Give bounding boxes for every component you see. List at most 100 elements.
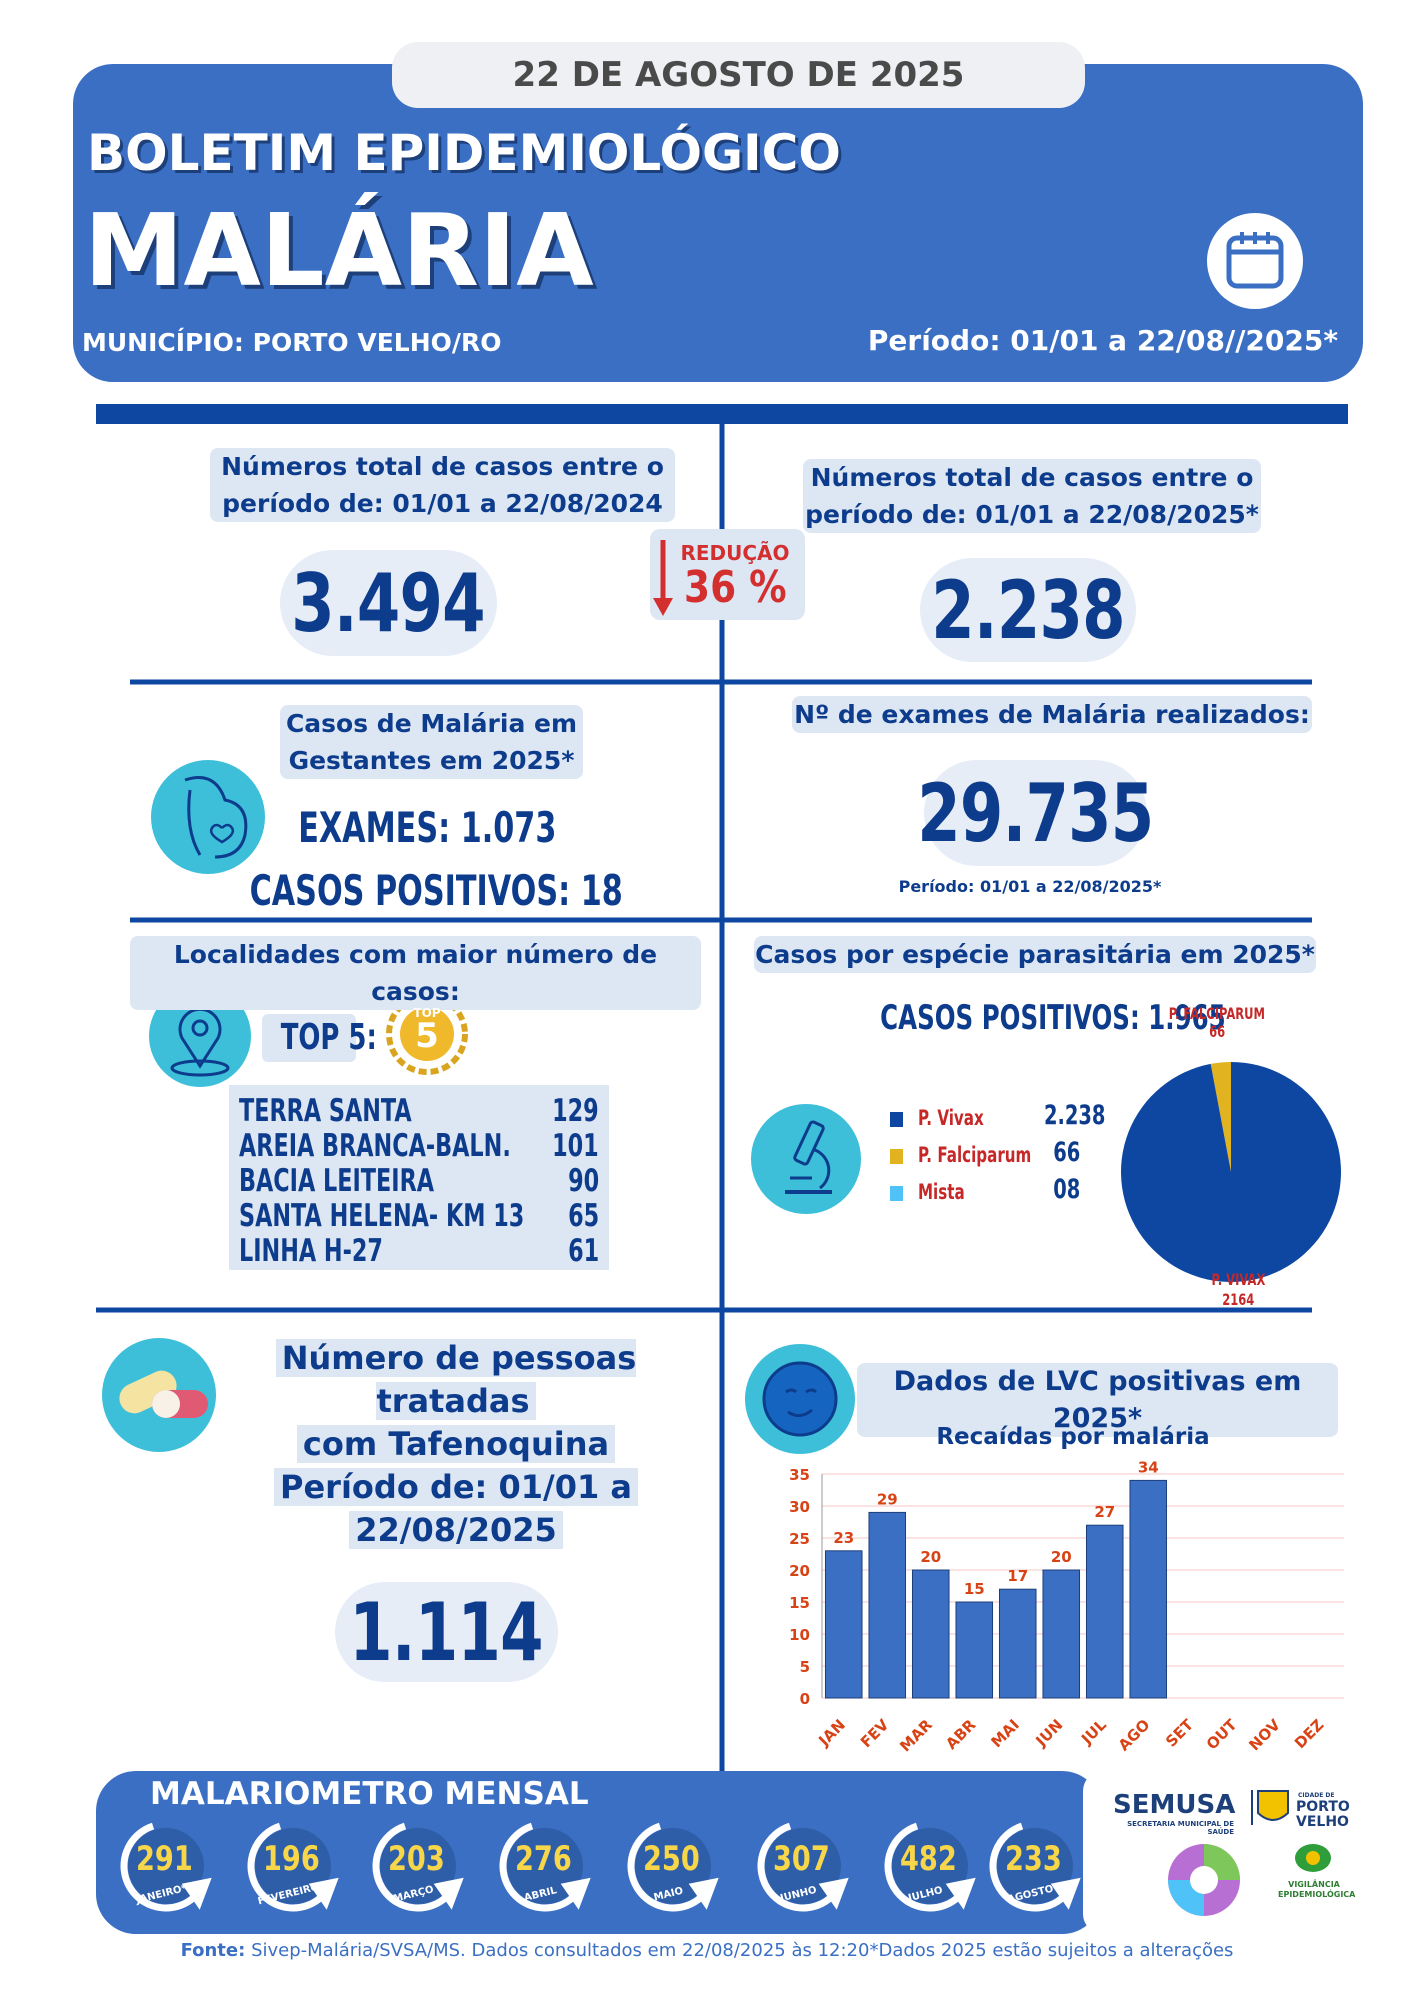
locality-value: 129	[534, 1093, 599, 1129]
top-label: TOP 5:	[262, 1014, 377, 1062]
value-pill: 3.494	[280, 550, 497, 656]
pregnant-exams-text: EXAMES: 1.073	[297, 803, 557, 852]
pregnant-positive: CASOS POSITIVOS: 18	[177, 866, 677, 915]
localities-table: TERRA SANTA 129 AREIA BRANCA-BALN. 101 BACIA…	[229, 1085, 609, 1270]
pregnant-icon	[151, 760, 265, 874]
data-label: 15	[964, 1580, 985, 1598]
label-box: Nº de exames de Malária realizados:	[792, 696, 1312, 733]
legend-swatch	[890, 1186, 903, 1201]
x-tick-label: ABR	[942, 1715, 980, 1753]
y-tick-label: 0	[800, 1690, 810, 1708]
month-value: 482	[900, 1839, 957, 1879]
species-legend: P. Vivax 2.238 P. Falciparum 66 Mista 08	[884, 1100, 1124, 1220]
reduction-box	[650, 529, 805, 620]
gauge-arrow	[560, 1877, 591, 1910]
gauge-ring	[120, 1822, 199, 1912]
gauge-arrow	[181, 1877, 212, 1910]
value-pill: 2.238	[920, 558, 1136, 662]
y-tick-label: 15	[789, 1594, 810, 1612]
locality-value-text: 61	[567, 1233, 599, 1269]
gauge-arrow	[433, 1877, 464, 1910]
y-tick-label: 30	[789, 1498, 810, 1516]
locality-value: 101	[534, 1128, 599, 1164]
period: Período: 01/01 a 22/08//2025*	[867, 324, 1338, 357]
gauge-arrow	[688, 1877, 719, 1910]
top5-badge	[386, 993, 468, 1075]
tafenoquina-title: Número de pessoas tratadas com Tafenoqui…	[206, 1337, 706, 1552]
x-tick-label: DEZ	[1291, 1716, 1328, 1753]
label-box: Casos de Malária em Gestantes em 2025*	[280, 705, 583, 779]
label-box: Casos por espécie parasitária em 2025*	[754, 936, 1316, 973]
bar	[1129, 1479, 1168, 1699]
x-tick-label: JUN	[1032, 1716, 1067, 1751]
subtitle: BOLETIM EPIDEMIOLÓGICO	[87, 124, 841, 182]
data-label: 29	[877, 1490, 898, 1508]
pie-label: P. FALCIPARUM	[1137, 1004, 1297, 1023]
title-line: com Tafenoquina	[296, 1425, 616, 1463]
locality-value-text: 101	[552, 1128, 599, 1164]
data-label: 34	[1138, 1458, 1159, 1476]
semusa: SEMUSA	[1113, 1790, 1236, 1820]
legend-value-text: 2.238	[1043, 1100, 1106, 1131]
y-tick-label: 10	[789, 1626, 810, 1644]
x-tick-label: OUT	[1203, 1715, 1241, 1753]
data-label: 23	[833, 1529, 854, 1547]
bar	[824, 1550, 863, 1699]
legend-swatch	[890, 1149, 903, 1164]
bar	[1085, 1524, 1124, 1699]
bar	[998, 1588, 1037, 1699]
legend-name-text: Mista	[918, 1180, 965, 1204]
title-line: 22/08/2025	[349, 1511, 563, 1549]
exams-period: Período: 01/01 a 22/08/2025*	[898, 877, 1162, 896]
locality-name: LINHA H-27	[239, 1233, 439, 1269]
top-label-text: TOP 5:	[280, 1017, 377, 1058]
pie-label-text: P. FALCIPARUM	[1168, 1004, 1266, 1023]
bar	[955, 1601, 994, 1699]
bar	[1042, 1569, 1081, 1699]
semusa-logo-shield	[1251, 1790, 1289, 1825]
location-icon	[149, 985, 251, 1087]
date: 22 DE AGOSTO DE 2025	[392, 42, 1085, 108]
gauge-ring	[247, 1822, 326, 1912]
bar	[911, 1569, 950, 1699]
month-value: 291	[136, 1839, 193, 1879]
bar	[868, 1511, 907, 1699]
data-label: 17	[1007, 1567, 1028, 1585]
month-value: 196	[263, 1839, 320, 1879]
gauge-ring	[884, 1822, 963, 1912]
top-bar	[96, 404, 1348, 424]
legend-name-text: P. Falciparum	[918, 1143, 1032, 1167]
x-tick-label: JAN	[814, 1716, 848, 1750]
legend-swatch	[890, 1112, 903, 1127]
locality-value-text: 90	[567, 1163, 599, 1199]
pie-value: 2164	[1158, 1290, 1318, 1309]
badge-top: TOP	[413, 1006, 441, 1020]
bar-chart-title: Recaídas por malária	[936, 1424, 1210, 1450]
legend-name: P. Vivax	[918, 1106, 1009, 1130]
label-line: período de: 01/01 a 22/08/2025*	[805, 500, 1259, 529]
label-line: Números total de casos entre o	[221, 452, 664, 481]
tafenoquina-value: 1.114	[349, 1585, 544, 1679]
label-box: Localidades com maior número de casos:	[130, 936, 701, 1010]
locality-name-text: BACIA LEITEIRA	[239, 1163, 435, 1199]
vigilancia-logo	[1295, 1844, 1331, 1872]
exams-value: 29.735	[917, 766, 1154, 860]
title: MALÁRIA	[84, 192, 594, 309]
legend-value: 66	[1032, 1137, 1102, 1168]
municipality: MUNICÍPIO: PORTO VELHO/RO	[82, 328, 502, 357]
badge-number: 5	[415, 1016, 439, 1056]
title-line: Número de pessoas tratadas	[275, 1339, 637, 1420]
footer-source: Sivep-Malária/SVSA/MS. Dados consultados…	[251, 1940, 1234, 1961]
gauge-ring	[989, 1822, 1068, 1912]
locality-name: TERRA SANTA	[239, 1093, 479, 1129]
gauge-ring	[372, 1822, 451, 1912]
pie-value-text: 2164	[1221, 1290, 1255, 1309]
locality-name: AREIA BRANCA-BALN.	[239, 1128, 617, 1164]
legend-value-text: 66	[1053, 1137, 1081, 1168]
label-line: Números total de casos entre o	[810, 463, 1254, 492]
